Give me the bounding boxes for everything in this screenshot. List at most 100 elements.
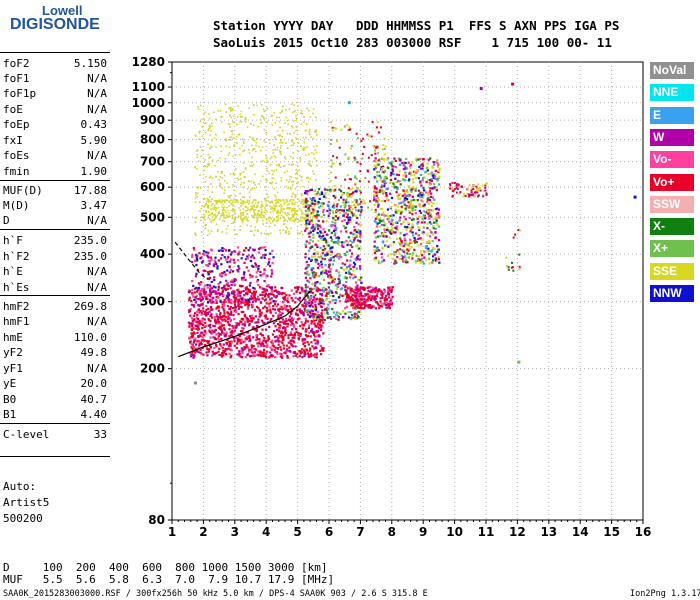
echo-point [204,324,208,328]
echo-point [417,204,421,207]
echo-point [277,314,280,317]
echo-point [350,273,353,276]
echo-point [194,343,198,346]
echo-point [313,338,316,341]
echo-point [437,216,440,219]
echo-point [292,163,294,166]
echo-point [291,213,294,216]
echo-point [290,333,293,336]
legend-item-vo: Vo- [650,151,694,169]
echo-point [250,346,254,349]
echo-point [375,225,379,228]
echo-point [354,317,357,321]
echo-point [319,246,322,250]
echo-point [222,219,224,222]
echo-point [239,291,242,295]
echo-point [295,218,298,221]
echo-point [254,348,257,351]
echo-point [363,298,366,301]
echo-point [420,199,423,202]
echo-point [217,282,220,286]
echo-point [300,179,303,181]
echo-point [309,196,311,199]
echo-point [223,201,226,204]
echo-point [386,302,390,305]
echo-point [410,190,413,193]
echo-point [402,189,405,192]
ionogram-trace [178,290,311,358]
echo-point [359,279,362,282]
param-row: hmF2 269.8 [3,300,107,315]
echo-point [376,174,379,177]
echo-point [236,291,239,295]
echo-point [232,155,234,158]
echo-point [204,330,207,333]
echo-point [253,208,255,211]
echo-point [289,155,292,158]
echo-point [221,346,224,349]
echo-point [373,164,376,167]
echo-point [353,291,356,294]
echo-point [264,253,267,256]
echo-point [309,246,312,250]
echo-point [288,218,291,221]
echo-point [431,174,434,177]
echo-point [263,246,266,249]
echo-point [453,181,456,184]
echo-point [322,332,325,335]
echo-point [257,212,259,215]
echo-point [359,209,362,212]
echo-point [218,218,221,221]
echo-point [289,331,292,334]
echo-point [230,251,233,254]
echo-point [376,126,379,129]
echo-point [211,219,214,222]
echo-point [257,342,261,345]
echo-point [201,326,204,330]
echo-point [376,289,379,292]
echo-point [305,216,307,219]
echo-point [239,225,242,228]
echo-point [355,291,359,294]
echo-point [212,331,215,334]
echo-point [476,188,479,191]
echo-point [339,163,342,166]
echo-point [230,310,233,313]
echo-point [417,258,420,261]
echo-point [304,298,307,301]
echo-point [297,298,300,301]
echo-point [407,244,410,247]
echo-point [280,203,282,206]
echo-point [512,269,515,272]
x-tick-label: 10 [446,525,463,539]
echo-point [241,218,244,221]
x-tick-label: 3 [231,525,239,539]
echo-point [334,196,337,199]
echo-point [306,313,310,316]
echo-point [407,201,410,204]
echo-point [314,354,317,358]
echo-point [377,198,380,202]
echo-point [260,311,263,314]
echo-point [259,215,261,217]
echo-point [335,311,339,314]
echo-point [304,272,307,275]
echo-point [336,255,339,258]
echo-point [291,209,293,211]
echo-point [434,208,437,211]
echo-point [383,185,386,188]
echo-point [355,201,358,204]
echo-point [394,177,397,180]
echo-point [266,321,270,324]
echo-point [201,260,205,263]
echo-point [335,291,338,295]
echo-point [233,310,236,313]
echo-point [330,120,333,123]
echo-point [368,295,372,299]
echo-point [204,165,207,168]
echo-point [272,210,274,212]
echo-point [208,127,210,130]
echo-point [344,288,347,291]
echo-point [316,164,318,167]
echo-point [274,319,278,322]
